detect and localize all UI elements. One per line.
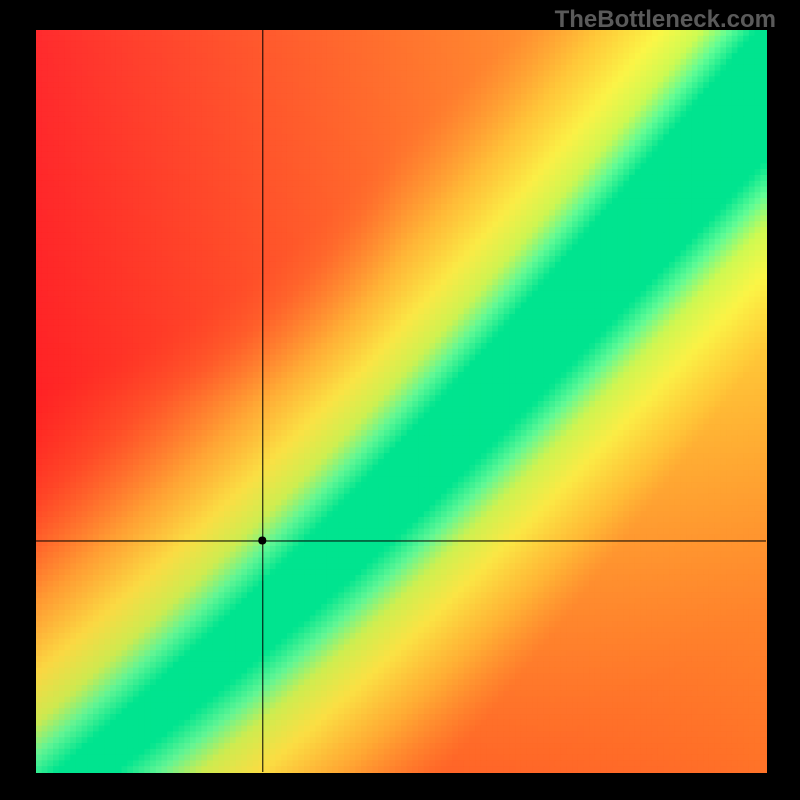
bottleneck-heatmap	[0, 0, 800, 800]
watermark-text: TheBottleneck.com	[555, 6, 776, 34]
chart-container: TheBottleneck.com	[0, 0, 800, 800]
